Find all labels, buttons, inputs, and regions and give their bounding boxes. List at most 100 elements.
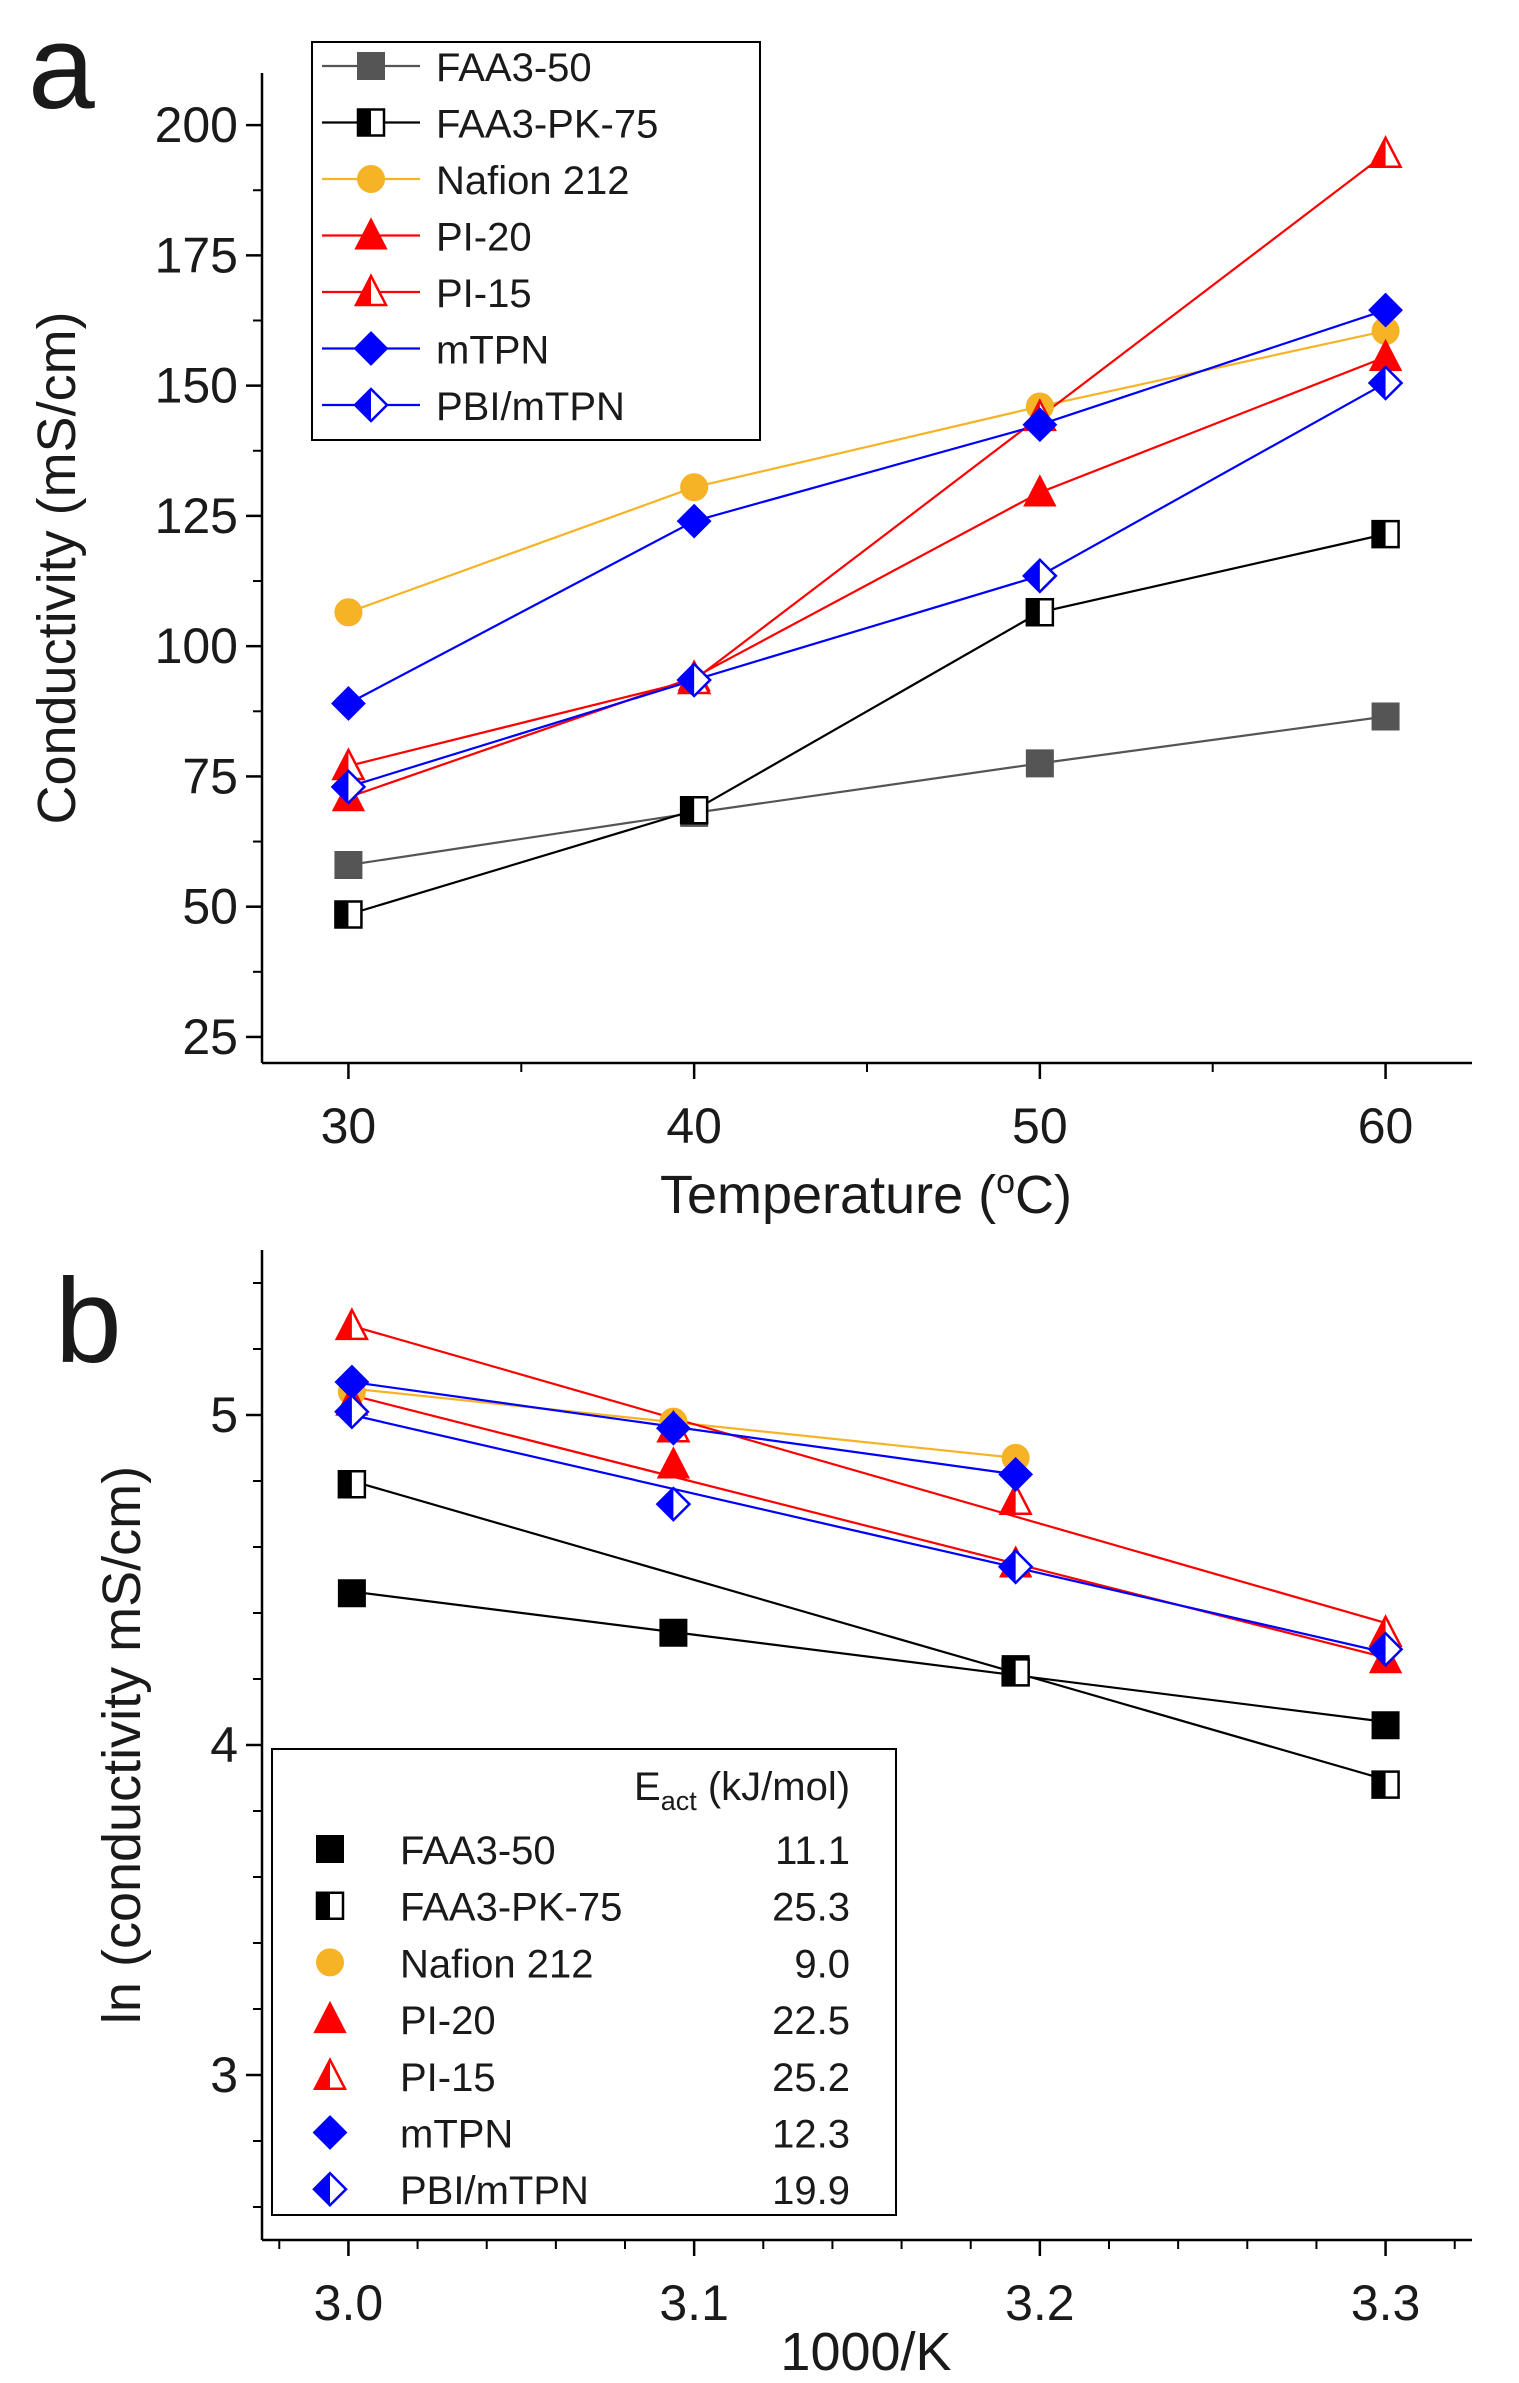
panel-a-legend: FAA3-50 FAA3-PK-75 Nafion 212 PI-20 PI-15 mTP… [311, 41, 761, 441]
a-point-mtpn [1022, 407, 1058, 443]
b-fit-line-faa3-50 [351, 1590, 1386, 1723]
a-point-faa3-50 [334, 851, 363, 879]
b-legend-label: PBI/mTPN [400, 2169, 589, 2213]
a-point-nafion-212 [680, 473, 709, 502]
b-point-faa3-pk-75 [337, 1470, 367, 1499]
b-point-pi-15 [998, 1482, 1033, 1516]
b-legend-item-pi-15: PI-15 25.2 [312, 2056, 850, 2100]
a-point-mtpn [331, 686, 366, 721]
a-legend-label: PI-15 [436, 272, 532, 316]
a-y-tick-label: 150 [155, 358, 238, 414]
b-legend-marker [312, 2115, 348, 2150]
a-legend-item-faa3-pk-75: FAA3-PK-75 [322, 103, 658, 147]
b-legend-marker [315, 1891, 345, 1920]
b-x-tick-label: 3.2 [1005, 2275, 1075, 2331]
b-x-tick-label: 3.1 [659, 2275, 729, 2331]
panel-a-x-axis-title: Temperature (oC) [660, 1163, 1072, 1225]
b-point-faa3-pk-75 [1001, 1658, 1030, 1687]
b-point-pi-15 [334, 1307, 369, 1341]
b-point-faa3-50 [1371, 1711, 1400, 1740]
b-legend-label: mTPN [400, 2113, 513, 2157]
b-point-mtpn [998, 1456, 1034, 1492]
b-legend-item-nafion-212: Nafion 212 9.0 [316, 1942, 850, 1986]
b-legend-eact-value: 12.3 [772, 2113, 850, 2157]
a-legend-item-pbi-mtpn: PBI/mTPN [322, 385, 625, 429]
a-legend-item-mtpn: mTPN [322, 329, 549, 373]
a-series-line-mtpn [347, 309, 1386, 705]
b-point-pbi-mtpn [334, 1393, 370, 1430]
b-legend-label: PI-15 [400, 2056, 496, 2100]
a-y-tick-label: 125 [155, 488, 238, 544]
panel-b-legend: Eact (kJ/mol) FAA3-50 11.1 FAA3-PK-75 25.3 N… [271, 1748, 897, 2216]
b-point-faa3-pk-75 [1371, 1770, 1400, 1799]
b-legend-item-faa3-pk-75: FAA3-PK-75 25.3 [315, 1886, 850, 1930]
a-legend-label: FAA3-50 [436, 46, 592, 90]
b-fit-line-pi-15 [351, 1324, 1386, 1624]
a-point-pbi-mtpn [1367, 365, 1404, 401]
b-fit-line-pbi-mtpn [351, 1413, 1386, 1654]
panel-a-label: a [28, 0, 95, 134]
a-point-faa3-pk-75 [679, 796, 709, 825]
a-legend-item-pi-20: PI-20 [322, 216, 532, 260]
a-legend-marker [353, 331, 389, 366]
b-legend-marker [313, 2000, 347, 2034]
a-point-mtpn [676, 503, 712, 539]
panel-b-legend-box [271, 1748, 897, 2216]
b-legend-label: FAA3-50 [400, 1829, 556, 1873]
a-series-line-pi-20 [348, 355, 1386, 799]
panel-b-label: b [55, 1254, 122, 1388]
panel-b-legend-header: Eact (kJ/mol) [634, 1765, 850, 1816]
b-x-tick-label: 3.3 [1351, 2275, 1421, 2331]
a-series-line-pi-15 [348, 152, 1387, 768]
a-legend-item-faa3-50: FAA3-50 [322, 46, 592, 90]
a-series-line-faa3-pk-75 [348, 533, 1386, 916]
a-legend-item-pi-15: PI-15 [322, 272, 532, 316]
a-x-tick-label: 40 [666, 1098, 722, 1154]
a-legend-item-nafion-212: Nafion 212 [322, 159, 629, 203]
b-legend-eact-value: 25.2 [772, 2056, 850, 2100]
a-series-line-faa3-50 [348, 715, 1386, 867]
a-legend-marker [357, 165, 385, 193]
b-x-tick-label: 3.0 [314, 2275, 384, 2331]
panel-b-arrhenius-plot: b 3 4 5 3.0 3.1 3.2 3.3 ln (conductivity mS/cm… [55, 1250, 1472, 2382]
b-point-mtpn [655, 1410, 691, 1446]
a-legend-marker [354, 217, 388, 250]
panel-a-y-axis-title: Conductivity (mS/cm) [27, 311, 87, 824]
a-point-pbi-mtpn [330, 769, 367, 805]
a-x-tick-label: 30 [321, 1098, 377, 1154]
a-y-tick-label: 50 [182, 879, 238, 935]
a-point-faa3-pk-75 [1025, 598, 1055, 627]
b-y-tick-label: 3 [210, 2047, 238, 2103]
a-point-faa3-50 [1371, 702, 1400, 731]
a-legend-label: Nafion 212 [436, 159, 629, 203]
b-y-tick-label: 4 [210, 1717, 238, 1773]
b-fit-line-faa3-pk-75 [351, 1479, 1386, 1781]
b-point-pbi-mtpn [655, 1486, 692, 1522]
b-point-faa3-50 [337, 1579, 366, 1608]
b-point-pbi-mtpn [997, 1549, 1034, 1585]
b-point-faa3-50 [659, 1618, 688, 1647]
a-y-tick-label: 75 [182, 748, 238, 804]
b-legend-label: PI-20 [400, 1999, 496, 2043]
a-point-faa3-50 [1025, 749, 1054, 778]
b-point-pbi-mtpn [1367, 1631, 1404, 1668]
b-legend-item-faa3-50: FAA3-50 11.1 [316, 1829, 850, 1873]
b-legend-item-mtpn: mTPN 12.3 [312, 2113, 850, 2157]
a-y-tick-label: 175 [155, 227, 238, 283]
a-legend-marker [353, 273, 389, 307]
a-point-pi-15 [1368, 135, 1403, 169]
panel-b-x-axis-title: 1000/K [780, 2322, 951, 2382]
panel-a-ticks: 25 50 75 100 125 150 175 200 30 40 50 60 [155, 97, 1414, 1154]
panel-a-series [330, 135, 1404, 929]
a-legend-label: PBI/mTPN [436, 385, 625, 429]
a-point-pi-15 [331, 747, 366, 781]
a-legend-marker [357, 52, 385, 80]
a-series-line-nafion-212 [348, 329, 1386, 614]
b-legend-marker [312, 2057, 348, 2091]
b-y-tick-label: 5 [210, 1387, 238, 1443]
a-legend-label: FAA3-PK-75 [436, 103, 658, 147]
a-legend-box [311, 41, 761, 441]
b-point-pi-20 [656, 1446, 691, 1479]
b-legend-marker [316, 1835, 344, 1863]
a-point-faa3-pk-75 [1371, 519, 1400, 549]
